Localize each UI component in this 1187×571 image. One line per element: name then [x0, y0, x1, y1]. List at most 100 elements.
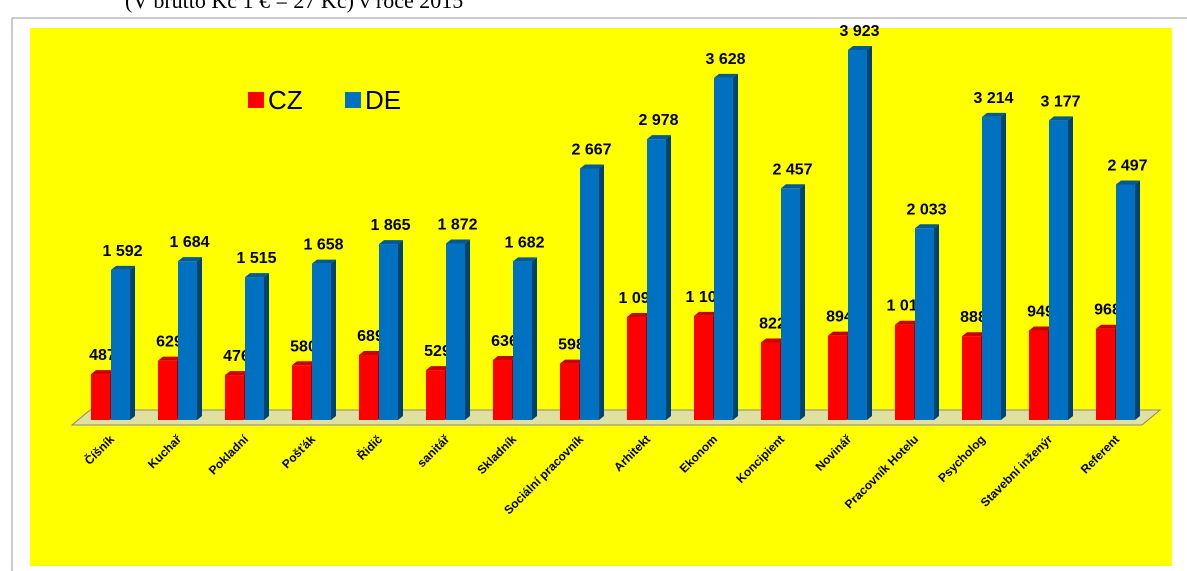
bar — [359, 355, 378, 420]
bar-top — [359, 351, 383, 356]
bar — [895, 324, 914, 420]
value-label: 2 033 — [906, 201, 946, 218]
bar — [962, 336, 981, 420]
bar-top — [627, 313, 651, 318]
bar-top — [513, 257, 537, 262]
bar — [245, 277, 264, 420]
bar-side — [599, 164, 604, 420]
value-label: 822 — [759, 315, 786, 332]
value-label: 580 — [290, 338, 317, 355]
bar-top — [1029, 326, 1053, 331]
bar — [312, 263, 331, 420]
bar — [781, 188, 800, 420]
bar — [446, 243, 465, 420]
bar — [761, 342, 780, 420]
bar-top — [828, 331, 852, 336]
bar — [694, 315, 713, 420]
bar-top — [426, 366, 450, 371]
header: (V brutto Kč 1 € = 27 Kč) v roce 2015 — [125, 0, 463, 13]
value-label: 598 — [558, 337, 585, 354]
bar-side — [934, 224, 939, 420]
bar — [1116, 184, 1135, 420]
value-label: 894 — [826, 309, 853, 326]
bar-top — [225, 371, 249, 376]
bar — [1096, 328, 1115, 420]
bar-side — [197, 257, 202, 420]
bar-top — [1049, 116, 1073, 121]
legend-label: CZ — [268, 85, 303, 115]
bar-side — [666, 135, 671, 420]
value-label: 1 684 — [169, 234, 209, 251]
value-label: 3 628 — [705, 51, 745, 68]
bar — [627, 317, 646, 420]
bar — [178, 261, 197, 420]
bar-top — [848, 46, 872, 50]
value-label: 3 177 — [1040, 93, 1080, 110]
bar-side — [733, 73, 738, 421]
bar-top — [694, 311, 718, 316]
bar — [91, 374, 110, 420]
bar — [513, 261, 532, 420]
bar-top — [580, 164, 604, 169]
bar-side — [398, 240, 403, 420]
value-label: 689 — [357, 328, 384, 345]
bar-top — [560, 359, 584, 364]
bar-top — [91, 370, 115, 375]
bar-side — [331, 259, 336, 420]
bar-top — [714, 73, 738, 78]
bar-top — [915, 224, 939, 229]
value-label: 2 978 — [638, 112, 678, 129]
value-label: 949 — [1027, 303, 1054, 320]
bar — [714, 77, 733, 421]
bar-top — [158, 356, 182, 361]
bar-top — [178, 257, 202, 262]
bar-top — [761, 338, 785, 343]
bar — [580, 168, 599, 420]
value-label: 1 682 — [504, 234, 544, 251]
bar-side — [867, 46, 872, 420]
bar-top — [962, 332, 986, 337]
bar-side — [264, 273, 269, 420]
value-label: 2 457 — [772, 161, 812, 178]
bar-top — [312, 259, 336, 264]
bar — [647, 139, 666, 420]
floor — [70, 409, 1162, 426]
value-label: 968 — [1094, 302, 1121, 319]
bar — [982, 116, 1001, 420]
value-label: 487 — [89, 347, 116, 364]
bar — [1029, 330, 1048, 420]
bar-top — [292, 361, 316, 366]
value-label: 1 872 — [437, 216, 477, 233]
bar-top — [1116, 180, 1140, 185]
bar-top — [446, 239, 470, 244]
bar — [111, 269, 130, 420]
bar-top — [379, 240, 403, 245]
bar — [848, 50, 867, 420]
bar-top — [895, 320, 919, 325]
bar-top — [1096, 324, 1120, 329]
value-label: 2 667 — [571, 141, 611, 158]
bar-side — [465, 239, 470, 420]
bar — [292, 365, 311, 420]
legend-swatch — [345, 92, 361, 108]
bar-side — [1001, 112, 1006, 420]
value-label: 529 — [424, 343, 451, 360]
value-label: 1 658 — [303, 237, 343, 254]
value-label: 2 497 — [1107, 157, 1147, 174]
bar-side — [1135, 180, 1140, 420]
bar-top — [493, 356, 517, 361]
bar — [1049, 120, 1068, 420]
value-label: 629 — [156, 334, 183, 351]
bar-top — [111, 265, 135, 270]
bar-side — [130, 265, 135, 420]
bar — [915, 228, 934, 420]
value-label: 1 515 — [236, 250, 276, 267]
value-label: 1 865 — [370, 217, 410, 234]
value-label: 636 — [491, 333, 518, 350]
legend-label: DE — [365, 85, 401, 115]
bar — [493, 360, 512, 420]
bar-top — [982, 112, 1006, 117]
bar-side — [532, 257, 537, 420]
value-label: 476 — [223, 348, 250, 365]
